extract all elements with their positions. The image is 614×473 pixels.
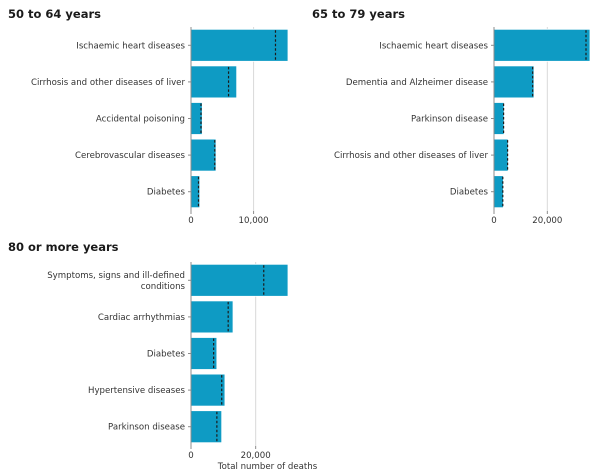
bar	[190, 300, 234, 334]
bar	[493, 65, 535, 99]
panel-title: 65 to 79 years	[312, 7, 405, 21]
panel-1: 50 to 64 years Ischaemic heart diseases Ci…	[8, 7, 289, 226]
x-axis-title: Total number of deaths	[217, 462, 318, 472]
x-tick-label: 10,000	[239, 216, 269, 226]
bar	[493, 138, 509, 172]
category-label: Ischaemic heart diseases	[379, 41, 488, 51]
bar	[190, 65, 238, 99]
x-tick-label: 0	[188, 451, 193, 461]
category-label: Cardiac arrhythmias	[98, 313, 186, 323]
category-label: Cerebrovascular diseases	[75, 151, 186, 161]
category-label: Cirrhosis and other diseases of liver	[31, 78, 185, 88]
category-label: Parkinson disease	[108, 423, 185, 433]
panel-title: 80 or more years	[8, 240, 119, 254]
x-tick-label: 0	[491, 216, 496, 226]
x-tick-label: 0	[188, 216, 193, 226]
panel-title: 50 to 64 years	[8, 7, 101, 21]
bar	[493, 28, 591, 62]
bar	[190, 263, 289, 297]
category-label: Diabetes	[450, 188, 489, 198]
category-label: Diabetes	[147, 350, 186, 360]
category-label: Ischaemic heart diseases	[76, 41, 185, 51]
category-label: Hypertensive diseases	[88, 386, 186, 396]
category-label: Cirrhosis and other diseases of liver	[334, 151, 488, 161]
panel-3: 80 or more years Symptoms, signs and ill-…	[8, 240, 318, 472]
bar	[190, 373, 226, 407]
bar	[190, 28, 289, 62]
bar	[493, 102, 505, 135]
bar	[493, 175, 504, 209]
category-label: Diabetes	[147, 188, 186, 198]
panel-2: 65 to 79 years Ischaemic heart diseases De…	[312, 7, 591, 226]
category-label: Accidental poisoning	[96, 115, 185, 125]
category-label: Symptoms, signs and ill-defined condition…	[47, 271, 185, 292]
x-tick-label: 20,000	[532, 216, 562, 226]
category-label: Parkinson disease	[411, 115, 488, 125]
x-tick-label: 20,000	[241, 451, 271, 461]
bar	[190, 337, 218, 370]
bar	[190, 138, 217, 172]
category-label: Dementia and Alzheimer disease	[346, 78, 488, 88]
